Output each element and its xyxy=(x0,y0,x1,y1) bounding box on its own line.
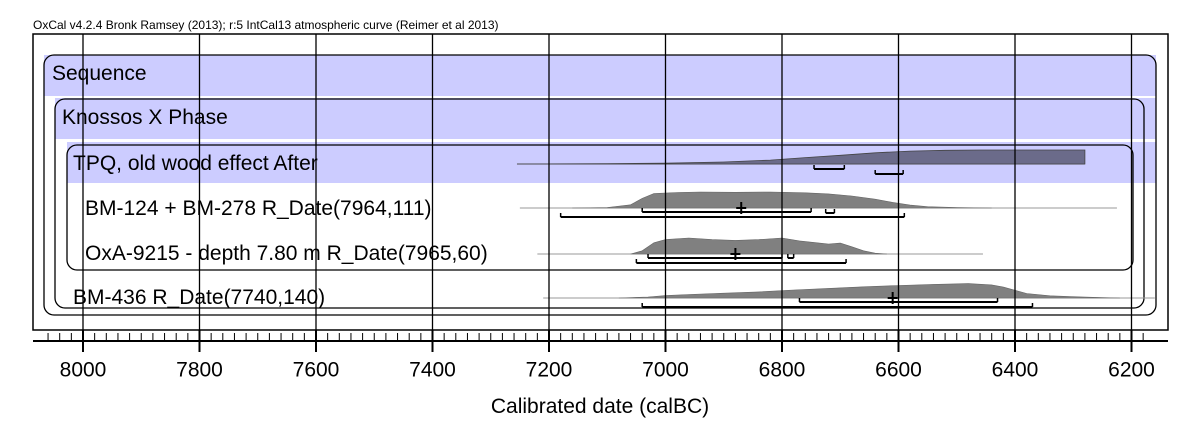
range-68-bar-1-1 xyxy=(824,209,836,214)
phase-outline xyxy=(54,98,1145,309)
sequence-band xyxy=(44,55,1156,96)
x-axis: 8000 7800 7600 7400 7200 7000 6800 6600 6400 6200 xyxy=(33,330,1168,381)
sequence-label: Sequence xyxy=(52,62,147,85)
row-label-2: OxA-9215 - depth 7.80 m R_Date(7965,60) xyxy=(85,242,488,265)
phase-band xyxy=(55,98,1156,139)
row-label-boundary: TPQ, old wood effect After xyxy=(73,152,318,175)
tick-label-6400: 6400 xyxy=(992,358,1039,381)
grid-layer xyxy=(82,34,1133,330)
range-95-bar-3-0 xyxy=(641,303,1034,308)
tick-label-8000: 8000 xyxy=(60,358,107,381)
after-distribution xyxy=(516,149,1086,165)
tick-label-6200: 6200 xyxy=(1108,358,1155,381)
row-label-3: BM-436 R_Date(7740,140) xyxy=(73,286,325,309)
tick-label-7400: 7400 xyxy=(409,358,456,381)
row-2 xyxy=(537,237,983,260)
label-layer: Sequence Knossos X Phase TPQ, old wood eff… xyxy=(52,62,488,309)
range-95-bar-2-0 xyxy=(635,259,847,264)
phase-label: Knossos X Phase xyxy=(62,106,228,129)
range-68-bar-2-1 xyxy=(787,254,795,259)
tick-label-6800: 6800 xyxy=(759,358,806,381)
row-0 xyxy=(516,149,1086,165)
tick-label-7600: 7600 xyxy=(293,358,340,381)
sequence-outline xyxy=(43,54,1157,316)
range-68-bar-1-0 xyxy=(641,208,812,213)
x-axis-title: Calibrated date (calBC) xyxy=(491,395,709,418)
boundary-outline xyxy=(66,144,1134,271)
tick-label-7000: 7000 xyxy=(642,358,689,381)
range-68-bar-0-0 xyxy=(813,165,846,170)
row-label-1: BM-124 + BM-278 R_Date(7964,111) xyxy=(85,197,432,220)
posterior-distribution xyxy=(630,237,887,255)
row-3 xyxy=(543,283,1155,304)
row-1 xyxy=(519,191,1117,214)
tick-label-7800: 7800 xyxy=(176,358,223,381)
range-68-bar-2-0 xyxy=(647,254,783,259)
plot-frame xyxy=(32,33,1169,331)
tick-label-6600: 6600 xyxy=(875,358,922,381)
group-outlines xyxy=(43,54,1157,316)
range-95-bar-1-0 xyxy=(559,213,906,218)
posterior-distribution xyxy=(618,283,1120,299)
tick-label-7200: 7200 xyxy=(526,358,573,381)
oxcal-credit: OxCal v4.2.4 Bronk Ramsey (2013); r:5 In… xyxy=(33,18,499,32)
